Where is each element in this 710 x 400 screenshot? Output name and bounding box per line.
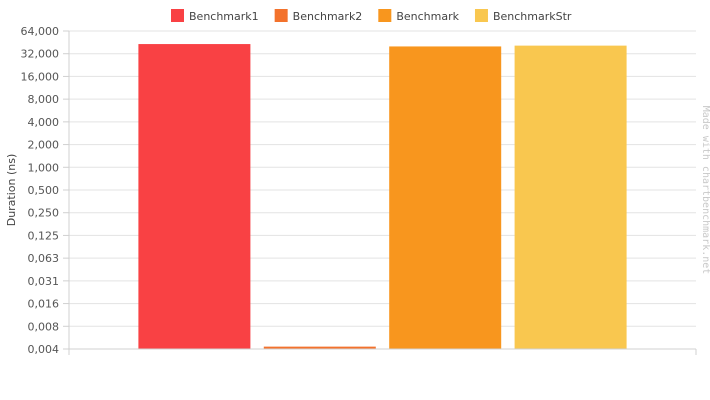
y-tick-label: 0,063 <box>28 252 60 265</box>
y-tick-label: 0,031 <box>28 275 60 288</box>
y-tick-label: 4,000 <box>28 116 60 129</box>
y-axis-title: Duration (ns) <box>5 154 18 227</box>
legend-swatch <box>274 9 288 22</box>
bars <box>138 44 627 350</box>
y-tick-label: 2,000 <box>28 139 60 152</box>
legend: Benchmark1 Benchmark2 Benchmark BenchmarkSt… <box>171 9 572 23</box>
legend-item[interactable]: Benchmark1 <box>171 9 259 23</box>
y-axis-ticks: 64,000 32,000 16,000 8,000 4,000 2,000 1,000 0,… <box>21 25 69 356</box>
bar-benchmarkstr <box>514 45 627 349</box>
legend-label: Benchmark1 <box>189 10 259 23</box>
legend-label: Benchmark2 <box>293 10 363 23</box>
y-tick-label: 0,500 <box>28 184 60 197</box>
watermark-text: Made with chartbenchmark.net <box>700 106 710 275</box>
y-tick-label: 0,008 <box>28 320 60 333</box>
legend-label: Benchmark <box>396 10 459 23</box>
y-tick-label: 0,125 <box>28 229 60 242</box>
y-tick-label: 8,000 <box>28 93 60 106</box>
y-tick-label: 0,004 <box>28 343 60 356</box>
y-tick-label: 16,000 <box>21 70 60 83</box>
legend-swatch <box>474 9 488 22</box>
y-tick-label: 1,000 <box>28 161 60 174</box>
bar-benchmark1 <box>138 44 251 350</box>
legend-label: BenchmarkStr <box>493 10 572 23</box>
legend-item[interactable]: Benchmark2 <box>274 9 363 23</box>
bar-benchmark <box>389 46 502 350</box>
legend-swatch <box>378 9 392 22</box>
legend-swatch <box>171 9 184 22</box>
y-tick-label: 0,016 <box>28 298 60 311</box>
bar-benchmark2 <box>263 346 376 349</box>
legend-item[interactable]: BenchmarkStr <box>474 9 572 23</box>
y-tick-label: 32,000 <box>21 48 60 61</box>
y-tick-label: 64,000 <box>21 25 60 38</box>
y-tick-label: 0,250 <box>28 207 60 220</box>
legend-item[interactable]: Benchmark <box>378 9 460 23</box>
axes <box>68 31 697 355</box>
